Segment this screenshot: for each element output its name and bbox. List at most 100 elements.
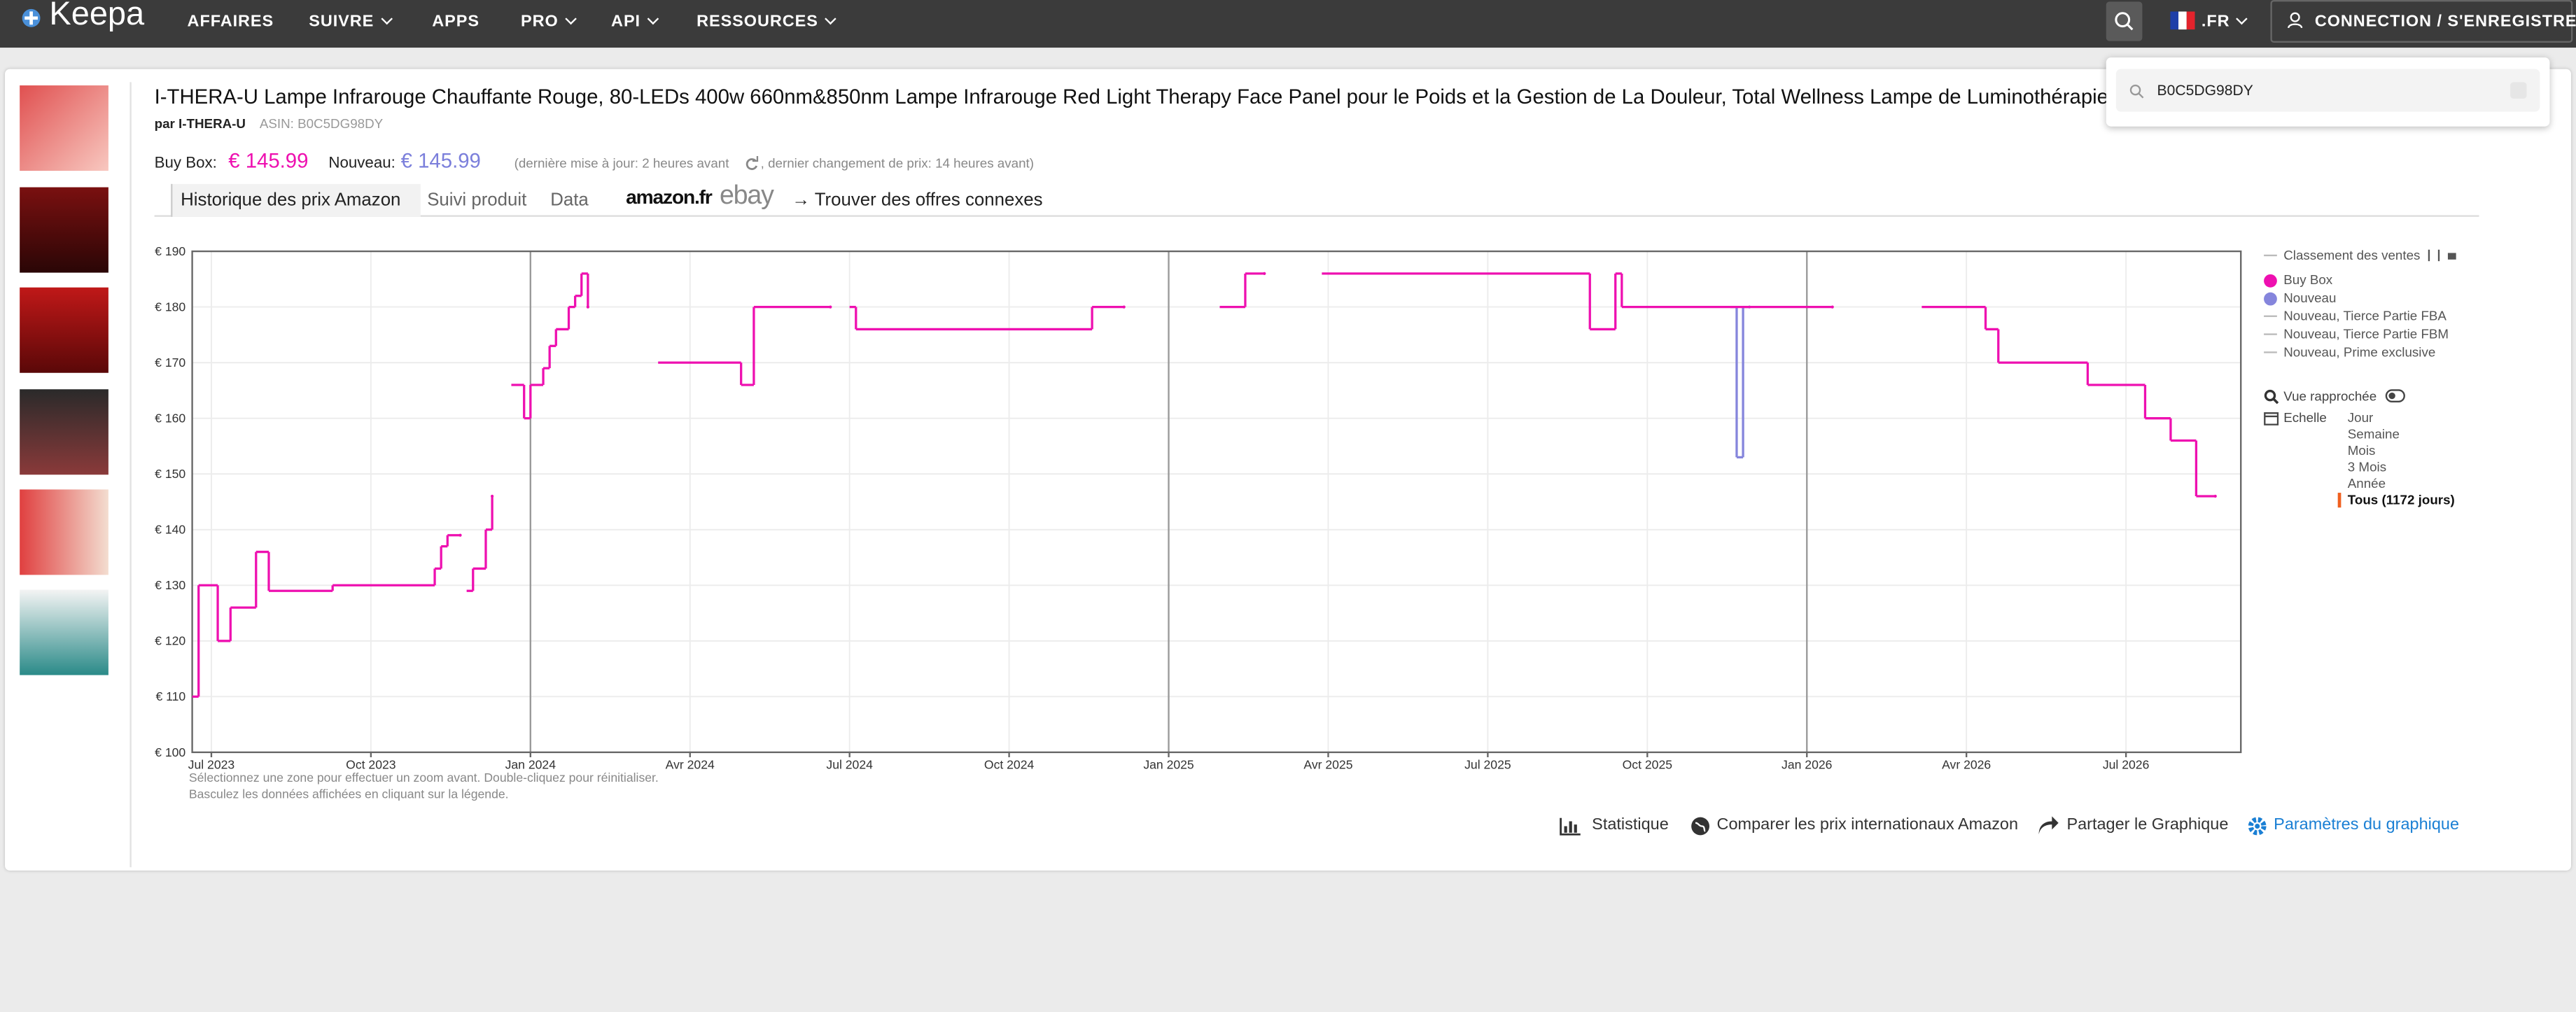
x-tick-label: Jan 2024 <box>505 757 556 771</box>
legend-label: Buy Box <box>2283 272 2333 288</box>
y-tick-label: € 190 <box>155 244 186 258</box>
divider <box>130 82 132 868</box>
price-point <box>458 533 462 537</box>
tab: Historique des prix Amazon <box>181 190 401 211</box>
chart[interactable]: € 100 € 110 € 120 € 130 € 140 € 150 € 160 € 170… <box>148 230 2267 780</box>
y-tick-label: € 120 <box>155 634 186 648</box>
x-tick-label: Avr 2026 <box>1942 757 1991 771</box>
legend-label: Nouveau, Tierce Partie FBM <box>2283 327 2449 342</box>
action-link[interactable]: Partager le Graphique <box>2066 816 2229 835</box>
closeup-label: Vue rapprochée <box>2283 389 2377 405</box>
scale-option[interactable]: Année <box>2347 476 2386 491</box>
nav-item[interactable]: APPS <box>432 13 479 31</box>
legend-item[interactable]: Nouveau, Tierce Partie FBM <box>2264 327 2449 342</box>
logo[interactable]: Keepa <box>49 0 145 33</box>
ebay-logo[interactable]: ebay <box>719 182 774 211</box>
legend-item[interactable]: Buy Box <box>2264 273 2332 288</box>
nav-item[interactable]: SUIVRE <box>309 13 393 31</box>
tab[interactable]: Suivi produit <box>427 190 527 211</box>
x-tick-label: Oct 2025 <box>1623 757 1673 771</box>
chevron <box>564 13 577 25</box>
brand[interactable]: par I-THERA-U <box>154 116 246 132</box>
x-tick-label: Oct 2024 <box>984 757 1035 771</box>
legend-item[interactable]: Nouveau, Tierce Partie FBA <box>2264 309 2446 323</box>
legend-item[interactable]: Nouveau <box>2264 290 2337 306</box>
x-tick-label: Jan 2026 <box>1782 757 1833 771</box>
legend-item[interactable]: Nouveau, Prime exclusive <box>2264 345 2435 360</box>
action-link[interactable]: Comparer les prix internationaux Amazon <box>1716 816 2019 835</box>
search-icon <box>2129 84 2144 99</box>
legend-dot <box>2264 274 2277 288</box>
buybox-label: Buy Box: <box>154 154 217 173</box>
lock-icon <box>2448 253 2457 260</box>
scale-option[interactable]: Jour <box>2347 410 2374 426</box>
x-tick-label: Jul 2023 <box>188 757 235 771</box>
thumbnail[interactable] <box>20 85 108 171</box>
nav-label: PRO <box>520 13 559 31</box>
login-label: CONNECTION / S'ENREGISTRER <box>2314 13 2576 31</box>
y-tick-label: € 160 <box>155 412 186 426</box>
tab-rule <box>154 215 2479 217</box>
legend-label: Nouveau, Tierce Partie FBA <box>2283 309 2446 324</box>
nav-item[interactable]: RESSOURCES <box>696 13 836 31</box>
legend-label: Classement des ventes <box>2283 248 2421 263</box>
action-link[interactable]: Paramètres du graphique <box>2274 816 2460 835</box>
y-tick-label: € 180 <box>155 300 186 314</box>
top-nav: Keepa AFFAIRES SUIVRE APPS PRO API RESSO… <box>0 0 2576 48</box>
price-point <box>1263 272 1266 276</box>
tab-active[interactable] <box>171 183 421 217</box>
nav-label: RESSOURCES <box>696 13 818 31</box>
toggle[interactable] <box>2385 389 2405 403</box>
scale-option[interactable]: Semaine <box>2347 427 2400 442</box>
toggle-knob <box>2388 392 2395 400</box>
stats-icon <box>1560 817 1581 836</box>
nav-item[interactable]: API <box>611 13 659 31</box>
search-input[interactable]: B0C5DG98DY <box>2115 69 2540 112</box>
gear-icon <box>2248 817 2267 836</box>
price-point <box>829 305 832 309</box>
price-point <box>490 494 494 498</box>
legend-line <box>2264 255 2277 258</box>
nav-item[interactable]: AFFAIRES <box>187 13 274 31</box>
y-tick-label: € 100 <box>155 745 186 759</box>
y-tick-label: € 110 <box>155 689 186 703</box>
scale-option[interactable]: Tous (1172 jours) <box>2337 493 2455 508</box>
legend: Classement des ventes Buy Box Nouveau Nouve… <box>2264 246 2559 394</box>
chevron <box>825 13 836 25</box>
thumbnail[interactable] <box>20 389 108 475</box>
locale[interactable]: .FR <box>2201 13 2248 31</box>
asin: ASIN: B0C5DG98DY <box>259 116 384 132</box>
nav-item[interactable]: PRO <box>520 13 577 31</box>
amazon-logo[interactable]: amazon.fr <box>626 185 713 209</box>
scale-label: Echelle <box>2283 410 2327 426</box>
y-tick-label: € 130 <box>155 578 186 592</box>
price-point <box>2213 494 2217 498</box>
globe-icon <box>1691 817 1709 836</box>
zoom-icon <box>2264 389 2279 405</box>
thumbnail[interactable] <box>20 287 108 373</box>
thumbnail[interactable] <box>20 589 108 675</box>
x-tick-label: Jul 2024 <box>826 757 873 771</box>
action-link[interactable]: Statistique <box>1592 816 1669 835</box>
share-icon <box>2038 816 2059 835</box>
search-button[interactable] <box>2106 1 2143 41</box>
thumbnail[interactable] <box>20 187 108 273</box>
scale-option[interactable]: 3 Mois <box>2347 460 2387 475</box>
scale-options: Jour Semaine Mois 3 Mois Année Tous (1172 jou… <box>2337 410 2502 513</box>
price-point <box>1830 305 1834 309</box>
thumbnail[interactable] <box>20 489 108 575</box>
locale-label: .FR <box>2201 13 2230 31</box>
tab[interactable]: Data <box>550 190 589 211</box>
price-point <box>586 305 589 309</box>
login-button[interactable]: CONNECTION / S'ENREGISTRER <box>2270 0 2576 43</box>
x-tick-label: Jul 2025 <box>1464 757 1511 771</box>
scale-option[interactable]: Mois <box>2347 443 2376 458</box>
hint: Sélectionnez une zone pour effectuer un … <box>188 770 659 785</box>
legend-label: Nouveau <box>2283 290 2337 306</box>
calendar-icon <box>2264 412 2279 426</box>
hint: Basculez les données affichées en cliqua… <box>188 787 509 802</box>
refresh-icon[interactable] <box>744 155 759 171</box>
clear-button[interactable] <box>2510 82 2527 99</box>
related-link[interactable]: → Trouver des offres connexes <box>792 190 1043 211</box>
